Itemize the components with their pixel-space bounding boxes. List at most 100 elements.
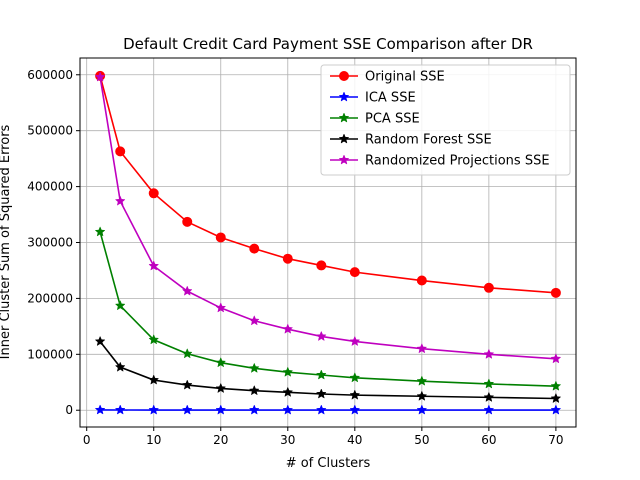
legend-marker <box>338 154 350 165</box>
data-point <box>94 335 106 347</box>
data-point <box>94 404 106 415</box>
data-point <box>550 287 561 298</box>
y-tick-label: 600000 <box>27 68 73 82</box>
y-tick-label: 200000 <box>27 291 73 305</box>
data-point <box>215 357 227 368</box>
y-tick-label: 500000 <box>27 124 73 138</box>
y-tick-label: 300000 <box>27 236 73 250</box>
legend-entry: Randomized Projections SSE <box>330 154 550 169</box>
data-point <box>416 404 428 415</box>
data-point <box>181 404 193 415</box>
data-point <box>315 369 327 380</box>
legend: Original SSE ICA SSE PCA SSE Random Forest … <box>320 64 571 176</box>
y-tick-label: 100000 <box>27 347 73 361</box>
data-point <box>416 375 428 386</box>
data-point <box>550 404 562 415</box>
series-line <box>99 231 556 387</box>
series-line <box>99 75 556 294</box>
chart-title: Default Credit Card Payment SSE Comparis… <box>123 35 533 53</box>
data-point <box>550 392 562 404</box>
data-point <box>483 391 495 402</box>
x-tick-label: 30 <box>280 433 295 447</box>
data-point <box>181 285 193 296</box>
data-point <box>181 379 193 390</box>
y-tick-label: 0 <box>65 403 73 417</box>
data-point <box>550 380 562 391</box>
series-pca-sse <box>94 226 562 391</box>
series-line <box>99 76 556 360</box>
x-axis-label: # of Clusters <box>286 456 371 471</box>
series-ica-sse <box>94 404 562 415</box>
legend-label: Original SSE <box>365 70 445 85</box>
data-point <box>349 267 360 278</box>
axis-ticks: 0 10 20 30 40 50 60 70 0 100000 200000 300000 400000… <box>27 68 563 447</box>
data-point <box>282 404 294 415</box>
legend-entry: Random Forest SSE <box>330 133 492 148</box>
y-axis-label: Inner Cluster Sum of Squared Errors <box>0 124 13 359</box>
legend-label: PCA SSE <box>365 112 420 127</box>
data-point <box>114 404 126 415</box>
data-point <box>249 243 260 254</box>
data-point <box>349 335 361 347</box>
data-point <box>349 372 361 383</box>
legend-box <box>320 64 571 176</box>
data-point <box>114 361 126 372</box>
legend-label: Random Forest SSE <box>365 133 492 148</box>
data-point <box>148 188 159 199</box>
data-point <box>416 275 427 286</box>
data-point <box>315 330 327 341</box>
data-point <box>148 260 160 271</box>
data-point <box>282 386 294 397</box>
series-line <box>99 340 556 400</box>
data-point <box>349 389 361 400</box>
data-point <box>316 260 327 271</box>
data-point <box>282 323 294 334</box>
data-point <box>148 374 160 385</box>
series-randomized-projections-sse <box>94 71 562 364</box>
data-point <box>215 404 227 415</box>
data-point <box>550 353 562 364</box>
series-group <box>94 70 562 415</box>
x-tick-label: 60 <box>481 433 496 447</box>
data-point <box>182 216 193 227</box>
data-point <box>483 282 494 293</box>
data-point <box>248 315 260 326</box>
legend-entry: ICA SSE <box>330 91 416 106</box>
data-point <box>115 146 126 157</box>
x-tick-label: 10 <box>146 433 161 447</box>
series-random-forest-sse <box>94 335 562 404</box>
data-point <box>416 390 428 401</box>
legend-marker <box>338 91 350 102</box>
legend-marker <box>338 112 350 123</box>
data-point <box>483 378 495 389</box>
data-point <box>282 253 293 264</box>
data-point <box>315 404 327 415</box>
data-point <box>215 232 226 243</box>
data-point <box>248 362 260 373</box>
x-tick-label: 50 <box>414 433 429 447</box>
legend-marker <box>339 71 349 81</box>
data-point <box>349 404 361 415</box>
x-tick-label: 40 <box>347 433 362 447</box>
y-tick-label: 400000 <box>27 180 73 194</box>
data-point <box>248 385 260 396</box>
data-point <box>483 348 495 359</box>
data-point <box>148 334 160 345</box>
legend-entry: PCA SSE <box>330 112 420 127</box>
data-point <box>215 382 227 393</box>
x-tick-label: 70 <box>548 433 563 447</box>
data-point <box>181 348 193 359</box>
data-point <box>483 404 495 415</box>
x-tick-label: 20 <box>213 433 228 447</box>
legend-label: ICA SSE <box>365 91 416 106</box>
data-point <box>315 388 327 399</box>
legend-marker <box>338 133 350 144</box>
data-point <box>282 366 294 377</box>
series-original-sse <box>95 70 561 298</box>
legend-entry: Original SSE <box>330 70 445 85</box>
data-point <box>416 343 428 354</box>
x-tick-label: 0 <box>83 433 91 447</box>
data-point <box>94 71 106 82</box>
data-point <box>94 226 106 237</box>
